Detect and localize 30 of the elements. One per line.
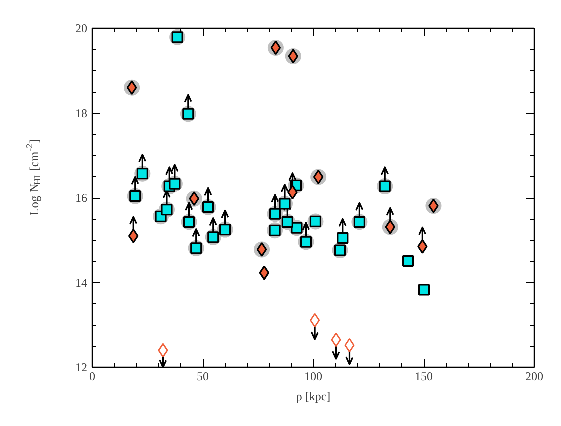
point <box>428 198 439 214</box>
point <box>337 232 349 244</box>
y-tick-label: 16 <box>76 191 88 205</box>
point <box>344 338 355 353</box>
y-tick-label: 20 <box>76 22 88 36</box>
point <box>189 192 200 206</box>
point <box>418 284 430 296</box>
point <box>158 343 168 358</box>
point <box>128 228 139 244</box>
point <box>256 242 268 257</box>
point <box>331 332 342 348</box>
x-tick-label: 50 <box>197 370 209 384</box>
x-tick-label: 200 <box>526 370 544 384</box>
x-axis-title: ρ [kpc] <box>296 390 331 404</box>
x-tick-label: 100 <box>304 370 322 384</box>
point <box>402 255 414 267</box>
y-tick-label: 12 <box>76 360 88 374</box>
y-tick-label: 18 <box>76 106 88 120</box>
point <box>313 170 324 185</box>
point <box>270 40 282 56</box>
point <box>259 266 270 280</box>
x-tick-label: 150 <box>415 370 433 384</box>
y-tick-label: 14 <box>76 276 88 290</box>
x-tick-label: 0 <box>90 370 96 384</box>
point <box>288 185 298 200</box>
point <box>288 49 299 64</box>
y-axis-title: Log NHI [cm-2] <box>24 139 42 216</box>
point <box>385 220 396 235</box>
point <box>310 313 320 328</box>
point <box>126 80 138 96</box>
